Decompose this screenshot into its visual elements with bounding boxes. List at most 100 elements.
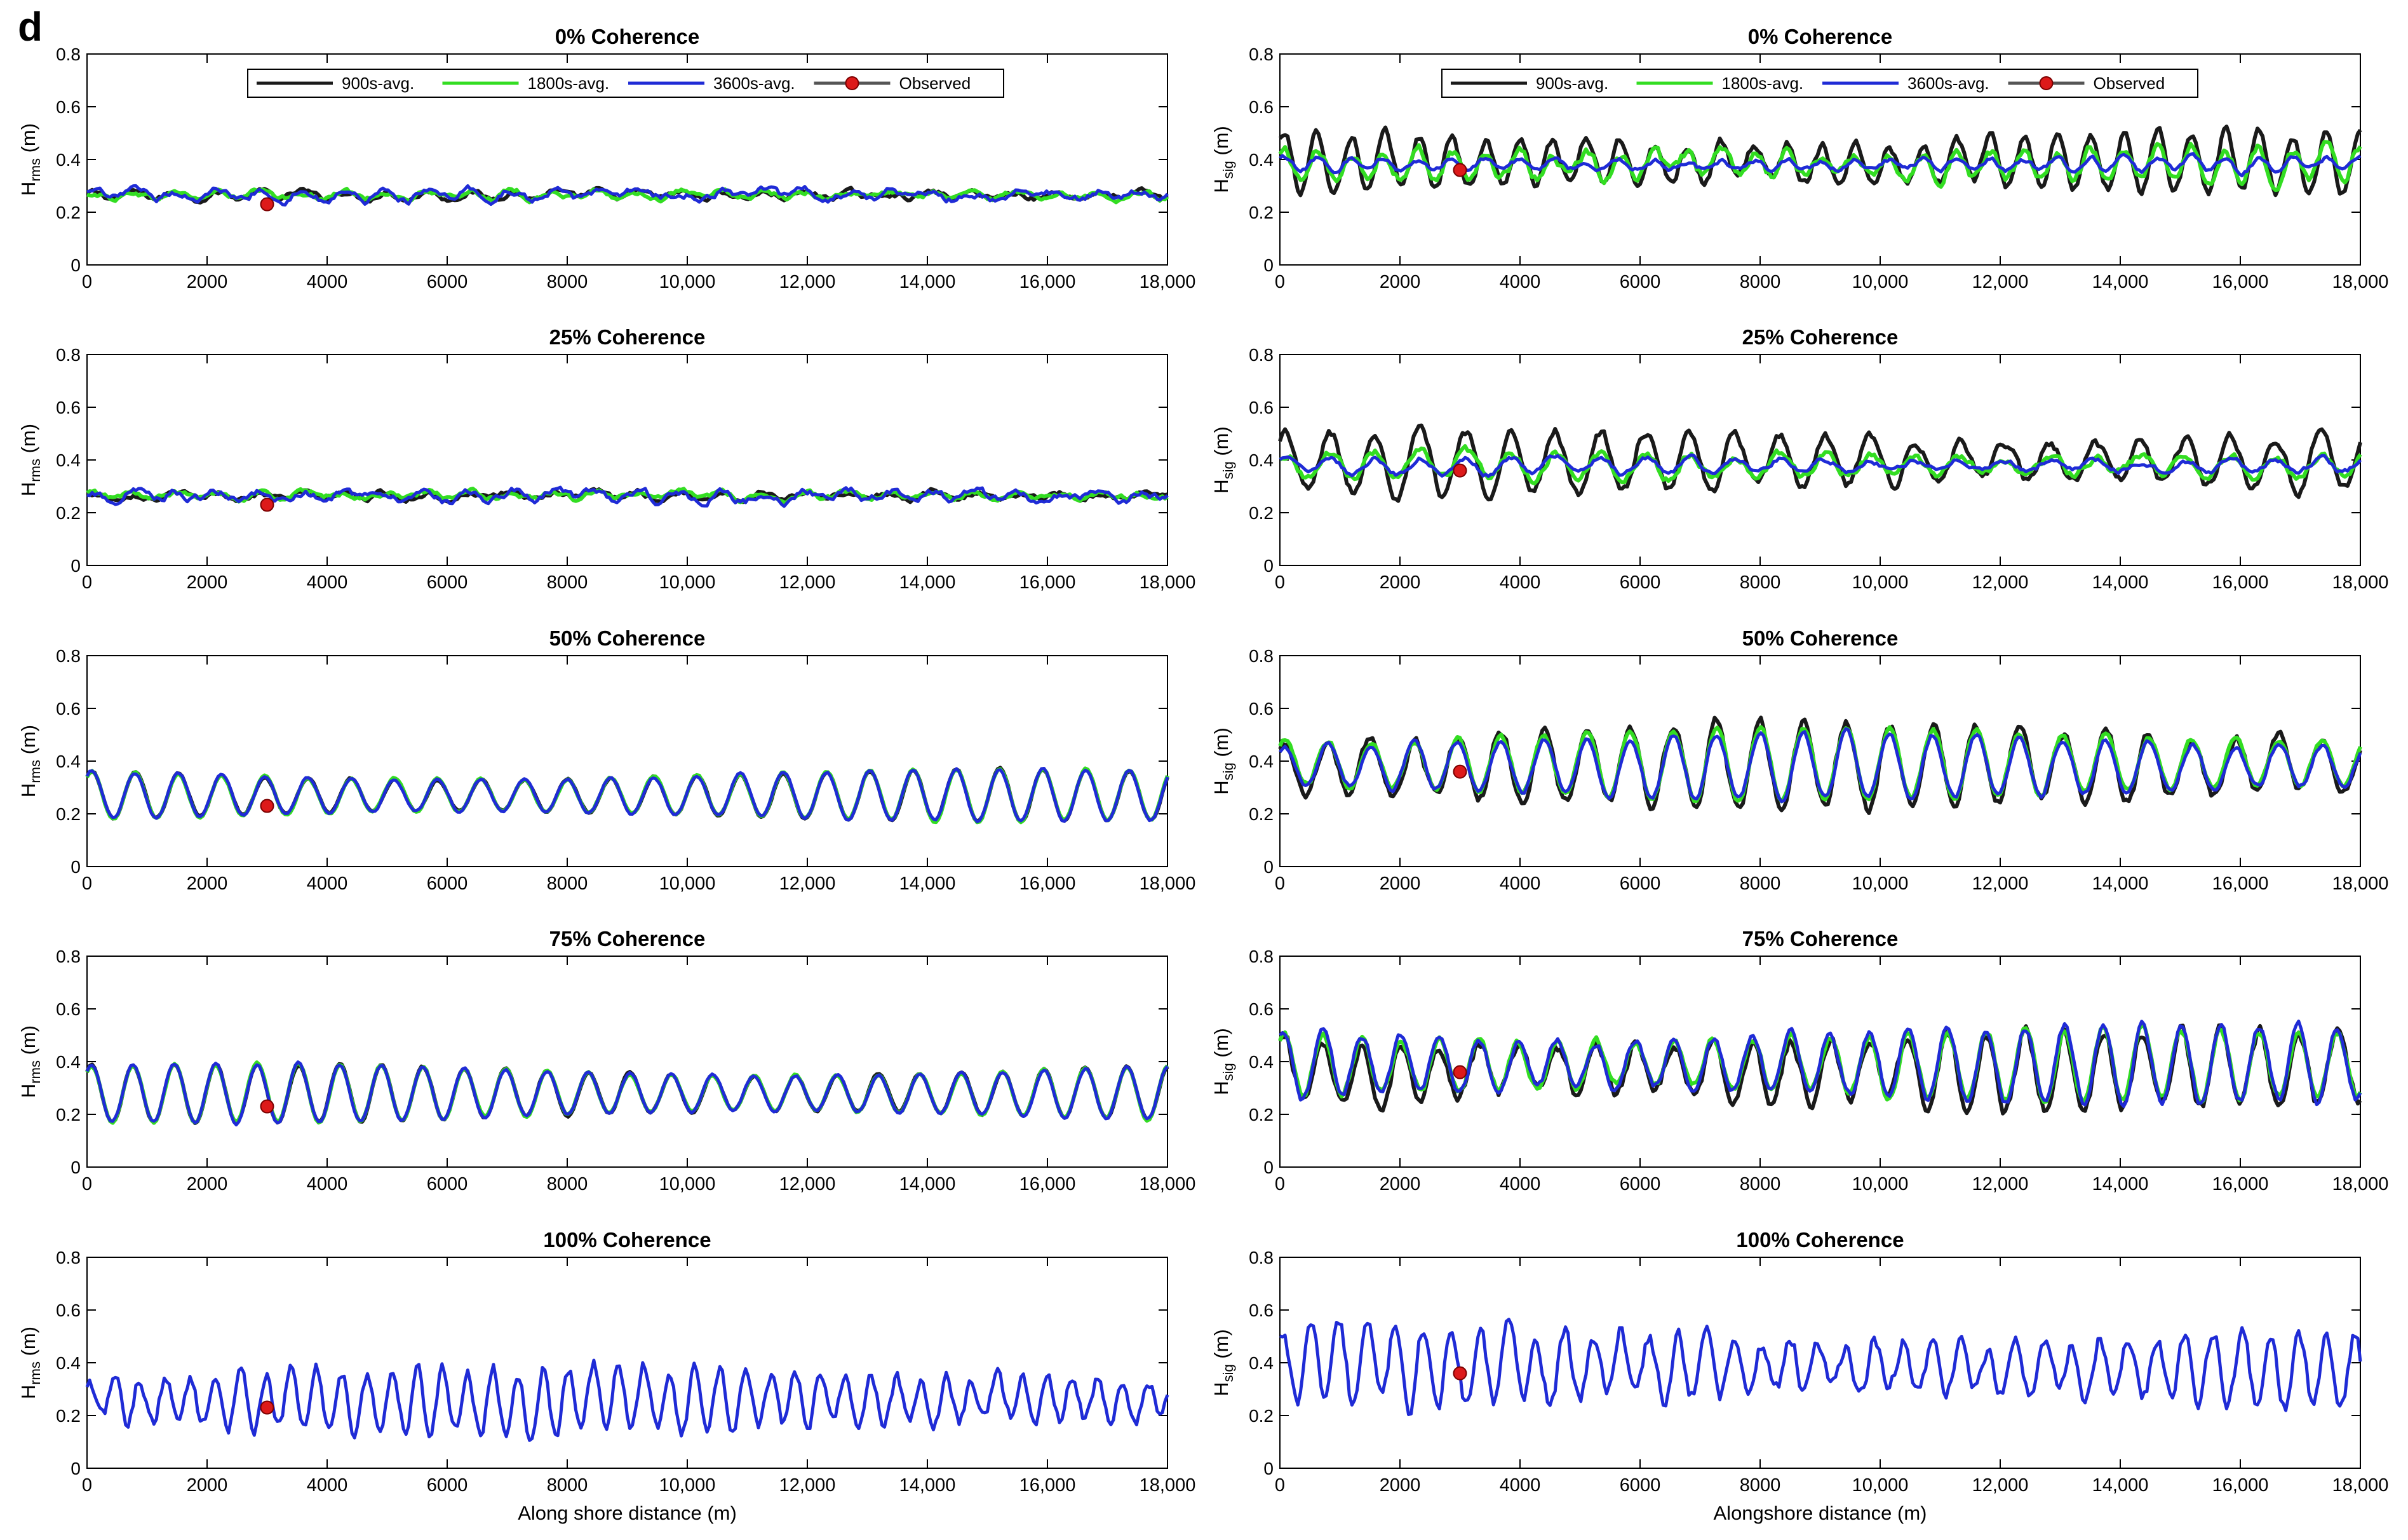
x-tick-label: 16,000 — [2212, 874, 2269, 894]
y-tick-label: 0.2 — [1249, 503, 1274, 523]
x-tick-label: 2000 — [1380, 874, 1421, 894]
y-tick-label: 0.6 — [1249, 999, 1274, 1019]
y-axis-label: Hrms (m) — [17, 725, 43, 797]
y-axis-label: Hsig (m) — [1210, 426, 1236, 494]
observed-point — [260, 497, 274, 512]
x-tick-label: 18,000 — [1140, 1475, 1196, 1496]
x-tick-label: 6000 — [427, 1475, 468, 1496]
legend-label: Observed — [899, 74, 971, 93]
chart-title: 75% Coherence — [1742, 927, 1899, 950]
x-tick-label: 16,000 — [1019, 272, 1076, 292]
x-tick-label: 12,000 — [1972, 1475, 2029, 1496]
x-tick-label: 4000 — [1500, 1475, 1541, 1496]
legend-label: 3600s-avg. — [713, 74, 795, 93]
chart-title: 0% Coherence — [555, 25, 699, 48]
chart-title: 100% Coherence — [543, 1228, 711, 1252]
chart-panel-left-3: 75% Coherence 0 0.2 0.4 0.6 0.8 0 2000 4000 6000 8… — [17, 927, 1195, 1194]
x-tick-label: 8000 — [547, 272, 588, 292]
series-line-3600savg — [85, 767, 1169, 823]
x-tick-label: 4000 — [1500, 572, 1541, 593]
x-tick-label: 8000 — [1740, 874, 1781, 894]
chart-panel-left-4: 100% Coherence 0 0.2 0.4 0.6 0.8 0 2000 4000 6000… — [17, 1228, 1195, 1496]
chart-panel-right-1: 25% Coherence 0 0.2 0.4 0.6 0.8 0 2000 4000 6000 8… — [1210, 325, 2388, 593]
x-tick-label: 0 — [1275, 1174, 1285, 1194]
x-tick-label: 0 — [1275, 272, 1285, 292]
y-tick-label: 0 — [71, 556, 81, 576]
x-tick-label: 8000 — [1740, 572, 1781, 593]
x-tick-label: 6000 — [427, 1174, 468, 1194]
chart-title: 75% Coherence — [549, 927, 706, 950]
x-tick-label: 4000 — [1500, 272, 1541, 292]
chart-panel-left-2: 50% Coherence 0 0.2 0.4 0.6 0.8 0 2000 4000 6000 8… — [17, 626, 1195, 894]
x-tick-label: 0 — [1275, 572, 1285, 593]
x-tick-label: 14,000 — [2092, 1475, 2149, 1496]
y-tick-label: 0.8 — [1249, 947, 1274, 966]
x-tick-label: 2000 — [187, 1174, 228, 1194]
y-tick-label: 0.2 — [1249, 203, 1274, 222]
x-tick-label: 8000 — [1740, 272, 1781, 292]
x-tick-label: 12,000 — [779, 572, 836, 593]
y-tick-label: 0.6 — [1249, 398, 1274, 417]
series-line-1800savg — [1279, 444, 2362, 485]
x-tick-label: 10,000 — [659, 272, 716, 292]
observed-point — [1453, 463, 1467, 478]
x-tick-label: 2000 — [1380, 572, 1421, 593]
chart-panel-right-3: 75% Coherence 0 0.2 0.4 0.6 0.8 0 2000 4000 6000 8… — [1210, 927, 2388, 1194]
legend: 900s-avg. 1800s-avg. 3600s-avg. Observed — [1441, 69, 2198, 98]
observed-point — [1453, 163, 1467, 177]
x-tick-label: 2000 — [187, 572, 228, 593]
x-tick-label: 14,000 — [2092, 272, 2149, 292]
legend-label: 3600s-avg. — [1907, 74, 1989, 93]
y-axis-label: Hrms (m) — [17, 424, 43, 496]
x-tick-label: 0 — [82, 1174, 92, 1194]
x-tick-label: 0 — [82, 874, 92, 894]
y-tick-label: 0 — [1263, 556, 1274, 576]
x-tick-label: 10,000 — [659, 874, 716, 894]
x-tick-label: 14,000 — [899, 272, 956, 292]
y-tick-label: 0.2 — [1249, 804, 1274, 824]
plot-frame — [1279, 1257, 2361, 1469]
chart-panel-left-1: 25% Coherence 0 0.2 0.4 0.6 0.8 0 2000 4000 6000 8… — [17, 325, 1195, 593]
legend-label: 900s-avg. — [1536, 74, 1608, 93]
chart-title: 100% Coherence — [1736, 1228, 1904, 1252]
legend-label: Observed — [2094, 74, 2165, 93]
observed-point — [1453, 1366, 1467, 1381]
chart-panel-right-0: 0% Coherence 0 0.2 0.4 0.6 0.8 0 2000 4000 6000 80… — [1210, 25, 2388, 292]
x-tick-label: 14,000 — [2092, 572, 2149, 593]
x-tick-label: 12,000 — [1972, 1174, 2029, 1194]
plot-frame — [1279, 655, 2361, 867]
series-line-3600savg — [86, 485, 1169, 508]
x-tick-label: 10,000 — [659, 1475, 716, 1496]
series-line-900savg — [1278, 423, 2362, 503]
y-tick-label: 0 — [1263, 255, 1274, 275]
x-tick-label: 8000 — [1740, 1475, 1781, 1496]
x-tick-label: 18,000 — [1140, 1174, 1196, 1194]
x-tick-label: 4000 — [307, 874, 348, 894]
x-tick-label: 12,000 — [1972, 572, 2029, 593]
plot-frame — [86, 956, 1168, 1168]
x-tick-label: 14,000 — [899, 1475, 956, 1496]
x-tick-label: 2000 — [1380, 1174, 1421, 1194]
y-tick-label: 0.6 — [56, 398, 81, 417]
x-tick-label: 18,000 — [2332, 1174, 2389, 1194]
y-tick-label: 0 — [71, 1459, 81, 1478]
y-tick-label: 0.4 — [56, 1052, 81, 1072]
x-tick-label: 6000 — [427, 272, 468, 292]
x-tick-label: 12,000 — [779, 874, 836, 894]
x-tick-label: 16,000 — [1019, 1174, 1076, 1194]
x-tick-label: 8000 — [547, 572, 588, 593]
y-axis-label: Hrms (m) — [17, 1025, 43, 1098]
x-tick-label: 0 — [1275, 1475, 1285, 1496]
y-axis-label: Hsig (m) — [1210, 1028, 1236, 1095]
observed-point — [260, 1099, 274, 1114]
x-tick-label: 2000 — [187, 874, 228, 894]
y-tick-label: 0 — [1263, 857, 1274, 877]
x-tick-label: 6000 — [1620, 1475, 1661, 1496]
observed-point — [1453, 764, 1467, 779]
y-axis-label: Hrms (m) — [17, 123, 43, 196]
y-tick-label: 0.8 — [56, 1248, 81, 1267]
x-tick-label: 10,000 — [1852, 874, 1909, 894]
series-line-3600savg — [86, 184, 1169, 207]
x-tick-label: 6000 — [1620, 572, 1661, 593]
y-tick-label: 0.6 — [1249, 1300, 1274, 1320]
